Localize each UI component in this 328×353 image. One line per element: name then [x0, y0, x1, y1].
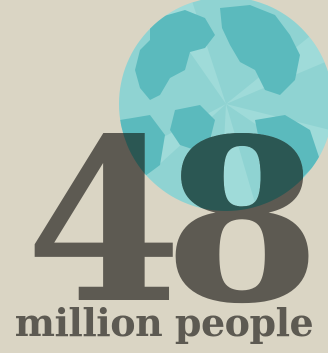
caption-text: million people — [14, 300, 314, 345]
number-globe-overlap — [119, 90, 309, 211]
